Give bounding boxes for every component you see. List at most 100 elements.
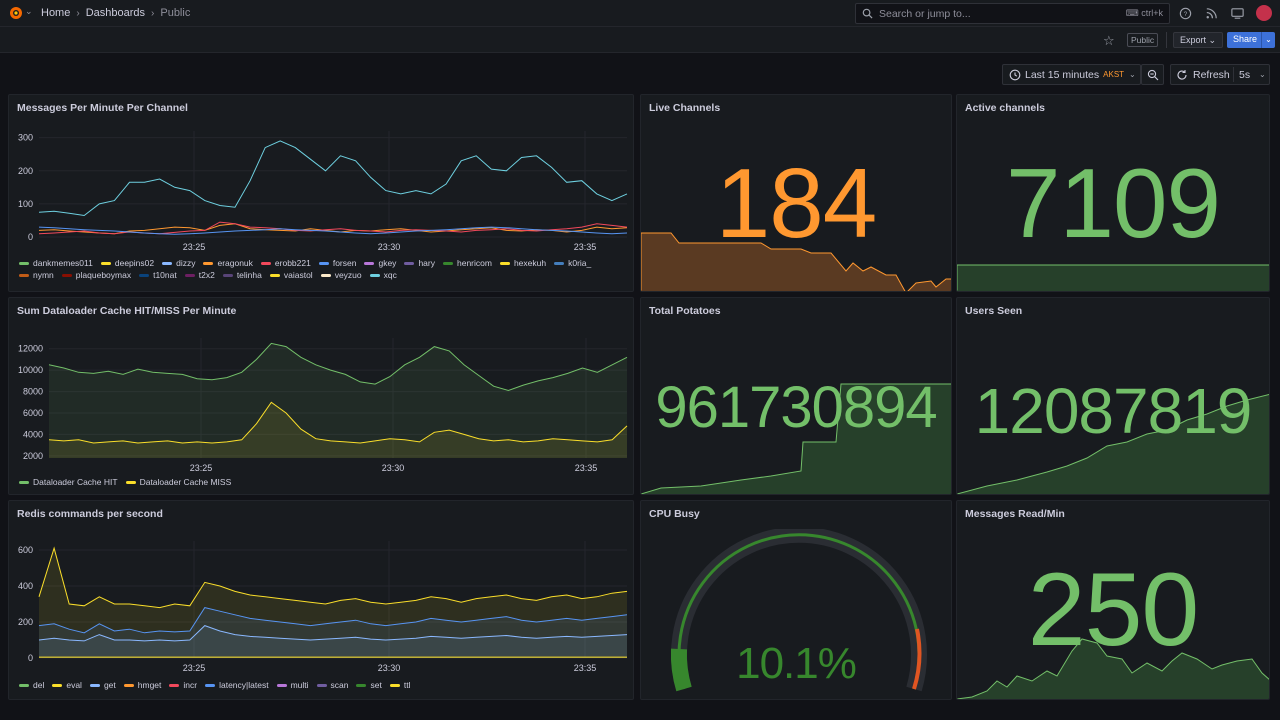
legend-item[interactable]: Dataloader Cache MISS (125, 477, 231, 487)
legend-label: dizzy (176, 258, 196, 268)
panel-title[interactable]: Sum Dataloader Cache HIT/MISS Per Minute (17, 305, 237, 317)
grafana-logo-icon[interactable] (8, 5, 24, 21)
legend-item[interactable]: eragonuk (203, 258, 253, 268)
legend-item[interactable]: latency|latest (205, 680, 269, 690)
series-line[interactable] (38, 140, 628, 217)
total-potatoes-sparkline (641, 383, 951, 494)
legend-color-swatch (260, 261, 271, 265)
refresh-button[interactable]: Refresh 5s ⌄ (1170, 64, 1270, 85)
legend-color-swatch (52, 683, 63, 687)
panel-title[interactable]: Messages Read/Min (965, 508, 1065, 520)
breadcrumb-current: Public (160, 7, 191, 19)
legend-color-swatch (369, 273, 380, 277)
legend-item[interactable]: Dataloader Cache HIT (19, 477, 118, 487)
legend-item[interactable]: deepins02 (100, 258, 154, 268)
x-tick-label: 23:30 (378, 242, 401, 252)
zoom-out-icon (1147, 69, 1159, 81)
chevron-down-icon: ⌄ (1259, 70, 1266, 79)
time-range-picker[interactable]: Last 15 minutes AKST ⌄ (1002, 64, 1141, 85)
panel-title[interactable]: Live Channels (649, 102, 721, 114)
legend-label: k0ria_ (568, 258, 592, 268)
rss-news-icon[interactable] (1204, 6, 1219, 21)
legend-color-swatch (356, 683, 367, 687)
monitor-kiosk-icon[interactable] (1230, 6, 1245, 21)
legend-item[interactable]: ttl (389, 680, 410, 690)
toolbar-divider (1166, 32, 1167, 48)
legend-cache: Dataloader Cache HIT Dataloader Cache MIS… (19, 477, 619, 487)
y-tick-label: 100 (18, 199, 33, 209)
series-line[interactable] (48, 342, 628, 392)
legend-label: telinha (236, 270, 262, 280)
legend-item[interactable]: set (356, 680, 382, 690)
legend-item[interactable]: vaiastol (269, 270, 313, 280)
legend-item[interactable]: multi (276, 680, 309, 690)
clock-icon (1009, 69, 1021, 81)
redis-timeseries-chart[interactable]: 0 200 400 600 23:25 23:30 23:35 (9, 527, 633, 677)
series-line[interactable] (38, 546, 628, 609)
series-line[interactable] (38, 625, 628, 642)
legend-label: vaiastol (283, 270, 313, 280)
legend-item[interactable]: nymn (19, 270, 54, 280)
export-button[interactable]: Export ⌄ (1173, 32, 1224, 48)
legend-item[interactable]: k0ria_ (554, 258, 591, 268)
refresh-interval-select[interactable]: 5s (1239, 69, 1251, 81)
legend-label: veyzuo (334, 270, 362, 280)
legend-item[interactable]: t10nat (139, 270, 177, 280)
legend-item[interactable]: telinha (222, 270, 262, 280)
svg-text:?: ? (1184, 11, 1188, 18)
legend-item[interactable]: t2x2 (184, 270, 215, 280)
series-area (49, 402, 627, 458)
legend-color-swatch (499, 261, 510, 265)
total-potatoes-value: 961730894 (655, 375, 937, 440)
legend-item[interactable]: henricom (442, 258, 492, 268)
legend-item[interactable]: hary (404, 258, 435, 268)
legend-item[interactable]: dankmemes011 (19, 258, 93, 268)
user-avatar[interactable] (1256, 5, 1272, 21)
breadcrumb-home[interactable]: Home (41, 7, 71, 19)
legend-item[interactable]: gkey (364, 258, 396, 268)
panel-title[interactable]: CPU Busy (649, 508, 700, 520)
share-button[interactable]: Share (1227, 32, 1264, 48)
legend-item[interactable]: hexekuh (499, 258, 546, 268)
live-channels-value: 184 (715, 148, 878, 258)
legend-label: t2x2 (198, 270, 215, 280)
series-line[interactable] (38, 226, 628, 235)
panel-title[interactable]: Users Seen (965, 305, 1023, 317)
help-icon[interactable]: ? (1178, 6, 1193, 21)
panel-title[interactable]: Total Potatoes (649, 305, 721, 317)
y-tick-label: 10000 (18, 365, 43, 375)
legend-item[interactable]: get (89, 680, 116, 690)
share-dropdown-chevron-icon[interactable]: ⌄ (1261, 32, 1275, 48)
series-line[interactable] (38, 607, 628, 634)
legend-item[interactable]: del (19, 680, 44, 690)
legend-item[interactable]: plaqueboymax (61, 270, 132, 280)
legend-item[interactable]: dizzy (162, 258, 195, 268)
panel-title[interactable]: Messages Per Minute Per Channel (17, 102, 188, 114)
x-tick-label: 23:35 (574, 663, 597, 673)
panel-title[interactable]: Redis commands per second (17, 508, 163, 520)
search-input[interactable]: Search or jump to... ⌨ ctrl+k (855, 3, 1170, 24)
messages-timeseries-chart[interactable]: 0 100 200 300 23:25 23:30 23:35 (9, 123, 633, 253)
chevron-down-icon[interactable]: ⌄ (25, 6, 33, 16)
breadcrumb-dashboards[interactable]: Dashboards (85, 7, 146, 19)
legend-item[interactable]: scan (316, 680, 348, 690)
legend-item[interactable]: hmget (123, 680, 162, 690)
panel-title[interactable]: Active channels (965, 102, 1045, 114)
zoom-out-button[interactable] (1141, 64, 1164, 85)
cache-timeseries-chart[interactable]: 2000 4000 6000 8000 10000 12000 23:25 23:30 23:3… (9, 324, 633, 472)
legend-label: plaqueboymax (75, 270, 132, 280)
legend-label: hmget (137, 680, 162, 690)
legend-item[interactable]: veyzuo (320, 270, 362, 280)
y-tick-label: 600 (18, 545, 33, 555)
legend-item[interactable]: erobb221 (260, 258, 311, 268)
timezone-label: AKST (1103, 70, 1125, 79)
legend-item[interactable]: xqc (369, 270, 397, 280)
series-line[interactable] (48, 401, 628, 444)
legend-color-swatch (316, 683, 327, 687)
legend-color-swatch (123, 683, 134, 687)
legend-item[interactable]: forsen (318, 258, 356, 268)
legend-label: hary (418, 258, 435, 268)
legend-item[interactable]: incr (169, 680, 197, 690)
legend-item[interactable]: eval (52, 680, 82, 690)
star-icon[interactable]: ☆ (1103, 33, 1115, 48)
